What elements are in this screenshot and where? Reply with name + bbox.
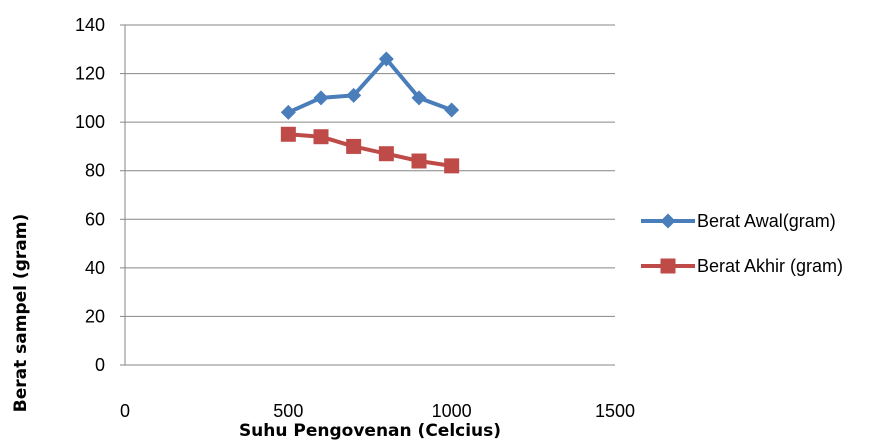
legend-item-2: Berat Akhir (gram) [641,256,843,276]
legend: Berat Awal(gram) Berat Akhir (gram) [641,211,843,276]
data-point [280,104,296,120]
series-1 [280,51,460,120]
series-line [288,132,452,168]
y-tick-label: 120 [75,64,105,84]
legend-marker [660,258,676,274]
data-point [378,51,394,67]
legend-label: Berat Awal(gram) [697,211,836,231]
y-tick-label: 0 [95,355,105,375]
legend-marker [660,213,676,229]
y-tick-label: 60 [85,209,105,229]
series-2 [280,126,460,174]
data-point [411,153,427,169]
y-axis-title: Berat sampel (gram) [11,214,31,412]
y-tick-label: 100 [75,112,105,132]
data-point [444,158,460,174]
legend-label: Berat Akhir (gram) [697,256,843,276]
x-tick-label: 0 [120,401,130,421]
data-point [444,102,460,118]
data-point [313,90,329,106]
series-layer [280,51,460,174]
gridlines [125,24,615,317]
series-line [287,57,453,115]
data-point [346,87,362,103]
data-point [313,129,329,145]
y-tick-label: 40 [85,258,105,278]
data-point [378,146,394,162]
y-tick-labels: 0 20 40 60 80 100 120 140 [75,15,105,375]
data-point [346,138,362,154]
y-tick-label: 20 [85,306,105,326]
y-tick-label: 140 [75,15,105,35]
legend-item-1: Berat Awal(gram) [641,211,836,231]
x-axis-title: Suhu Pengovenan (Celcius) [239,421,501,441]
x-tick-labels: 0 500 1000 1500 [120,401,635,421]
x-tick-label: 500 [273,401,303,421]
data-point [411,90,427,106]
data-point [280,126,296,142]
y-tick-label: 80 [85,161,105,181]
x-tick-label: 1000 [432,401,472,421]
axes [120,24,615,366]
x-tick-label: 1500 [595,401,635,421]
